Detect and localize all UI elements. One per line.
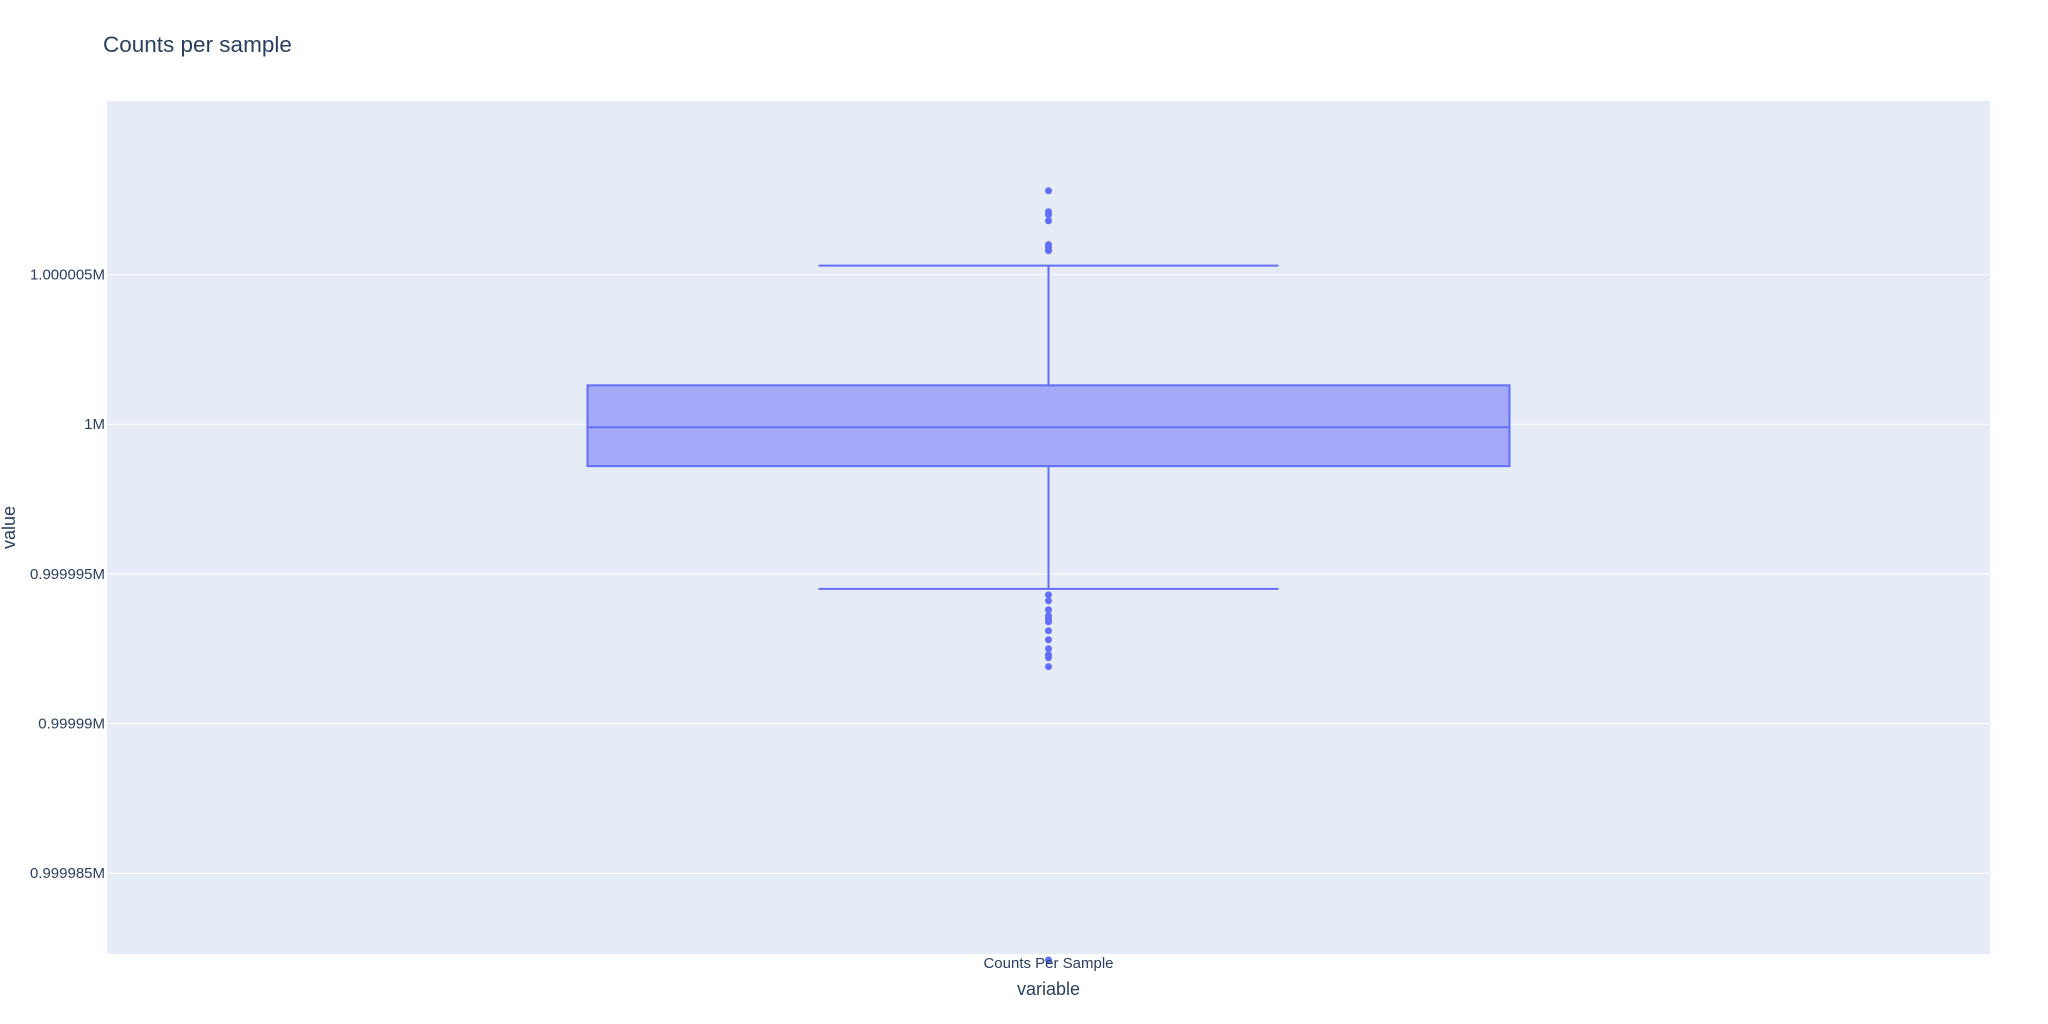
chart-title: Counts per sample [103,32,292,57]
x-tick-label: Counts Per Sample [983,955,1113,972]
outlier-point [1045,618,1052,626]
outlier-point [1045,627,1052,635]
box-trace [586,264,1511,590]
y-tick-label: 0.999995M [30,566,105,583]
outlier-point [1045,606,1052,614]
outlier-point [1045,217,1052,225]
outlier-point [1045,187,1052,195]
x-axis-title: variable [1017,979,1080,999]
y-tick-label: 0.99999M [38,716,105,733]
outlier-point [1045,636,1052,644]
outlier-point [1045,645,1052,653]
iqr-box [586,384,1511,468]
y-tick-label: 1.000005M [30,267,105,284]
outlier-point [1045,663,1052,671]
y-tick-label: 0.999985M [30,865,105,882]
outlier-point [1045,654,1052,662]
outlier-point [1045,597,1052,605]
outlier-point [1045,247,1052,255]
outlier-point [1045,591,1052,599]
outlier-point [1045,211,1052,219]
y-axis-title: value [0,506,19,549]
outlier-points [1045,187,1052,964]
y-tick-labels: 0.999985M 0.99999M 0.999995M 1M 1.000005M [30,267,105,883]
y-tick-label: 1M [84,416,105,433]
outlier-point [1045,956,1052,964]
